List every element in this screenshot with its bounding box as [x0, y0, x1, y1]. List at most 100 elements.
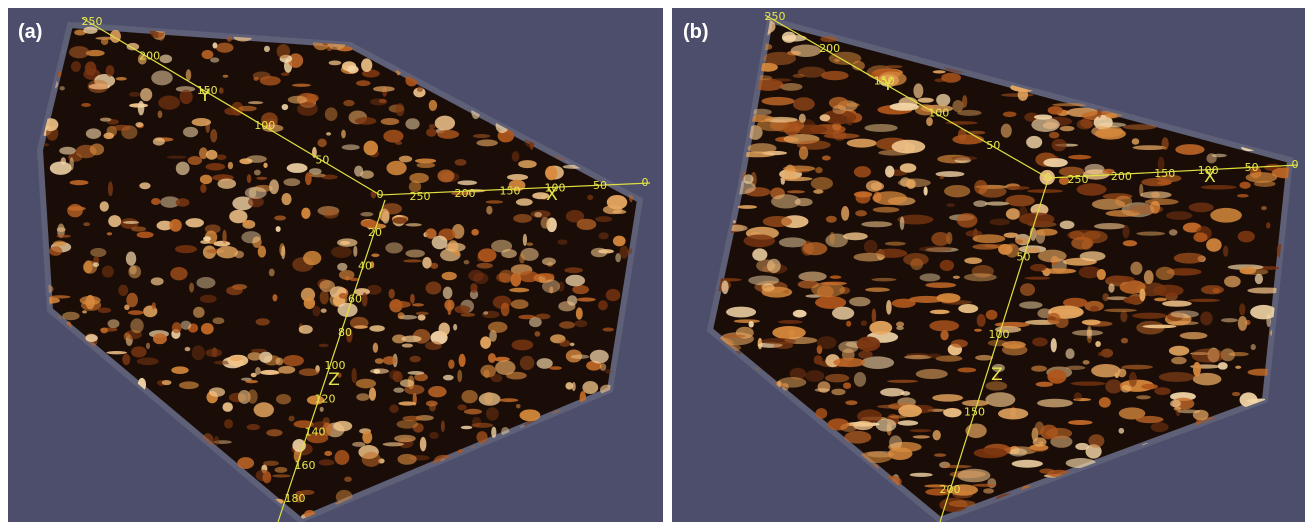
speckle: [478, 248, 497, 262]
speckle: [1206, 238, 1222, 252]
speckle: [200, 184, 206, 193]
speckle: [941, 73, 961, 83]
speckle: [778, 377, 806, 388]
speckle: [1144, 270, 1154, 284]
speckle: [426, 128, 437, 137]
speckle: [559, 321, 575, 328]
speckle: [1032, 337, 1048, 346]
speckle: [345, 276, 350, 281]
speckle: [362, 293, 368, 307]
speckle: [369, 387, 376, 400]
speckle: [973, 484, 997, 487]
speckle: [241, 231, 261, 243]
speckle: [1169, 346, 1189, 356]
speckle: [135, 122, 143, 127]
speckle: [62, 312, 79, 320]
speckle: [1159, 372, 1195, 382]
speckle: [952, 134, 984, 144]
speckle: [397, 420, 419, 429]
speckle: [454, 250, 459, 256]
speckle: [352, 442, 365, 447]
speckle: [1118, 428, 1124, 434]
speckle: [118, 285, 128, 296]
speckle: [1162, 137, 1169, 150]
speckle: [361, 58, 372, 72]
speckle: [833, 358, 865, 367]
speckle: [107, 232, 112, 235]
speckle: [153, 333, 167, 344]
speckle: [598, 300, 608, 310]
speckle: [337, 263, 347, 271]
speckle: [443, 287, 453, 299]
speckle: [946, 203, 954, 207]
panel-label: (b): [683, 21, 709, 43]
speckle: [787, 190, 805, 193]
speckle: [1004, 232, 1019, 237]
speckle: [854, 191, 872, 197]
speckle: [815, 167, 823, 173]
speckle: [441, 420, 445, 432]
speckle: [834, 59, 840, 62]
speckle: [71, 61, 81, 72]
speckle: [542, 258, 556, 266]
speckle: [1235, 366, 1241, 369]
speckle: [83, 222, 90, 226]
speckle: [799, 146, 808, 160]
speckle: [577, 298, 596, 302]
speckle: [84, 260, 93, 273]
speckle: [1166, 211, 1192, 220]
speckle: [599, 232, 609, 239]
speckle: [264, 46, 270, 52]
speckle: [405, 223, 421, 226]
speckle: [1143, 325, 1177, 329]
speckle: [1106, 276, 1135, 282]
speckle: [146, 343, 150, 349]
speckle: [613, 236, 626, 247]
speckle: [306, 94, 318, 102]
speckle: [738, 205, 757, 209]
speckle: [1074, 392, 1082, 400]
speckle: [213, 317, 225, 324]
speckle: [1024, 277, 1050, 280]
speckle: [245, 187, 267, 199]
speckle: [832, 307, 854, 320]
speckle: [369, 325, 384, 331]
speckle: [343, 100, 354, 106]
speckle: [516, 404, 521, 408]
speckle: [473, 134, 490, 138]
speckle: [1238, 316, 1248, 331]
speckle: [943, 408, 961, 417]
speckle: [429, 124, 436, 129]
speckle: [437, 169, 454, 182]
speckle: [347, 65, 358, 73]
speckle: [861, 221, 892, 227]
speckle: [222, 230, 226, 244]
speckle: [276, 394, 291, 404]
speckle: [181, 321, 192, 330]
speckle: [320, 407, 324, 412]
speckle: [383, 130, 403, 143]
speckle: [600, 363, 607, 371]
tick-label: 200: [1111, 170, 1132, 183]
speckle: [798, 272, 826, 282]
speckle: [1180, 332, 1208, 339]
speckle: [360, 212, 373, 216]
speckle: [138, 101, 145, 116]
speckle: [1123, 240, 1137, 246]
speckle: [723, 335, 745, 338]
speckle: [721, 280, 728, 294]
speckle: [957, 213, 978, 228]
speckle: [1255, 274, 1263, 284]
speckle: [162, 380, 172, 385]
speckle: [985, 392, 1015, 407]
speckle: [1121, 338, 1128, 344]
tick-label: 100: [1198, 164, 1219, 177]
speckle: [930, 310, 950, 315]
speckle: [201, 323, 214, 334]
speckle: [1060, 220, 1075, 229]
speckle: [523, 234, 527, 246]
tick-label: 150: [197, 84, 218, 97]
speckle: [81, 103, 91, 107]
speckle: [425, 341, 442, 350]
speckle: [248, 101, 263, 104]
